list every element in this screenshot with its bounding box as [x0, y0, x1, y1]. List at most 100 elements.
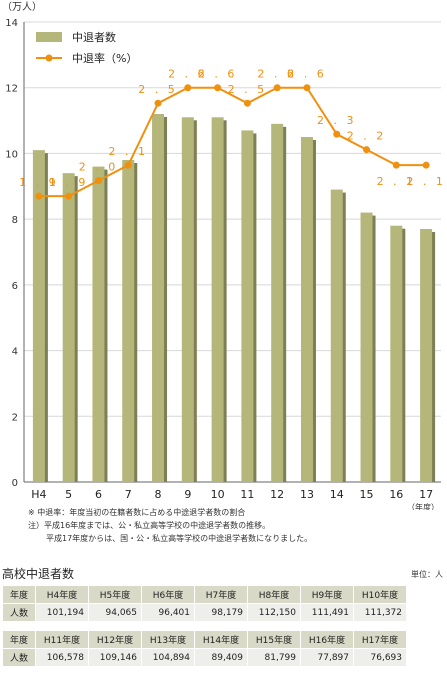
x-unit-label: （年度） [407, 502, 439, 510]
year-cell: H13年度 [141, 630, 195, 649]
rate-label: 2 . 5 [138, 83, 178, 96]
rate-label: 2 . 6 [287, 68, 327, 81]
table-header-row: 年度 H11年度 H12年度 H13年度 H14年度 H15年度 H16年度 H… [2, 630, 407, 649]
dropout-table-h11-h17: 年度 H11年度 H12年度 H13年度 H14年度 H15年度 H16年度 H… [2, 630, 407, 667]
rate-point [422, 161, 430, 169]
table-header-label: 年度 [2, 585, 36, 604]
bar [300, 137, 313, 482]
y-tick-label: 2 [12, 412, 18, 423]
bar [92, 166, 105, 483]
year-cell: H7年度 [194, 585, 248, 604]
y-tick-label: 12 [5, 84, 18, 95]
rate-label: 1 . 9 [19, 176, 59, 189]
year-cell: H16年度 [300, 630, 354, 649]
table-row: 人数 106,578 109,146 104,894 89,409 81,799… [2, 648, 407, 667]
rate-point [35, 192, 43, 200]
legend-label-line: 中退率（%） [72, 51, 137, 65]
year-cell: H5年度 [88, 585, 142, 604]
bar [360, 212, 373, 483]
table-row-label: 人数 [2, 648, 36, 667]
x-tick-label: 7 [125, 488, 132, 501]
year-cell: H6年度 [141, 585, 195, 604]
count-cell: 94,065 [88, 603, 142, 622]
rate-point [363, 146, 371, 154]
year-cell: H11年度 [35, 630, 89, 649]
rate-label: 2 . 3 [317, 114, 357, 127]
count-cell: 77,897 [300, 648, 354, 667]
bar [211, 117, 224, 483]
bar [152, 114, 165, 482]
x-tick-label: 15 [360, 488, 374, 501]
count-cell: 109,146 [88, 648, 142, 667]
year-cell: H8年度 [247, 585, 301, 604]
rate-label: 2 . 1 [377, 175, 417, 188]
table-title: 高校中退者数 [2, 567, 75, 581]
table-header-row: 年度 H4年度 H5年度 H6年度 H7年度 H8年度 H9年度 H10年度 [2, 585, 407, 604]
count-cell: 111,491 [300, 603, 354, 622]
year-cell: H4年度 [35, 585, 89, 604]
x-tick-label: 14 [330, 488, 344, 501]
dropout-chart: 0 2 4 6 8 10 12 14 （万人） H4 5 6 7 8 9 10 11 12 13 14 15 16 17（年… [2, 1, 446, 510]
table-row: 人数 101,194 94,065 96,401 98,179 112,150 … [2, 603, 407, 622]
count-cell: 89,409 [194, 648, 248, 667]
x-tick-label: 17 [419, 488, 433, 501]
count-cell: 112,150 [247, 603, 301, 622]
rate-point [124, 161, 132, 169]
count-cell: 104,894 [141, 648, 195, 667]
x-tick-label: 5 [65, 488, 72, 501]
bar [390, 225, 403, 482]
year-cell: H14年度 [194, 630, 248, 649]
rate-point [333, 130, 341, 138]
rate-label: 2 . 6 [198, 68, 238, 81]
table-row-label: 人数 [2, 603, 36, 622]
rate-point [214, 84, 222, 92]
x-tick-label: 16 [389, 488, 403, 501]
count-cell: 111,372 [353, 603, 407, 622]
y-tick-label: 6 [12, 281, 18, 292]
count-cell: 76,693 [353, 648, 407, 667]
rate-line [38, 86, 427, 198]
table-header-label: 年度 [2, 630, 36, 649]
bar [122, 160, 135, 482]
rate-point [184, 84, 192, 92]
x-tick-label: 8 [155, 488, 162, 501]
rate-point [273, 84, 281, 92]
table-unit: 単位：人 [411, 570, 443, 579]
rate-label: 2 . 1 [109, 145, 149, 158]
rate-point [303, 84, 311, 92]
y-tick-label: 14 [5, 18, 18, 29]
bar [420, 229, 433, 482]
rate-point [94, 177, 102, 185]
y-tick-label: 0 [12, 478, 18, 489]
count-cell: 106,578 [35, 648, 89, 667]
rate-label: 2 . 1 [406, 175, 446, 188]
bar [330, 189, 343, 483]
rate-point [65, 192, 73, 200]
note-dropout-rate: ※ 中退率：年度当初の在籍者数に占める中途退学者数の割合 [28, 508, 246, 517]
x-tick-label: H4 [31, 488, 46, 501]
year-cell: H12年度 [88, 630, 142, 649]
x-tick-label: 12 [270, 488, 284, 501]
count-cell: 81,799 [247, 648, 301, 667]
y-tick-label: 4 [12, 347, 18, 358]
dropout-table-h4-h10: 年度 H4年度 H5年度 H6年度 H7年度 H8年度 H9年度 H10年度 人… [2, 585, 407, 622]
rate-point [243, 99, 251, 107]
y-tick-label: 10 [5, 149, 18, 160]
count-cell: 101,194 [35, 603, 89, 622]
rate-label: 2 . 0 [79, 161, 119, 174]
note-scope-until-h16: 注）平成16年度までは、公・私立高等学校の中途退学者数の推移。 [28, 521, 271, 530]
rate-label: 1 . 9 [49, 176, 89, 189]
bar [271, 123, 284, 482]
rate-label: 2 . 6 [257, 68, 297, 81]
x-tick-label: 11 [240, 488, 254, 501]
count-cell: 96,401 [141, 603, 195, 622]
rate-point [154, 99, 162, 107]
x-tick-label: 10 [211, 488, 225, 501]
legend-swatch-bars [36, 32, 62, 42]
legend-label-bars: 中退者数 [72, 31, 116, 44]
bar [241, 130, 254, 482]
bar [32, 150, 45, 482]
count-cell: 98,179 [194, 603, 248, 622]
note-scope-from-h17: 平成17年度からは、国・公・私立高等学校の中途退学者数になりました。 [46, 534, 313, 543]
x-tick-label: 9 [184, 488, 191, 501]
